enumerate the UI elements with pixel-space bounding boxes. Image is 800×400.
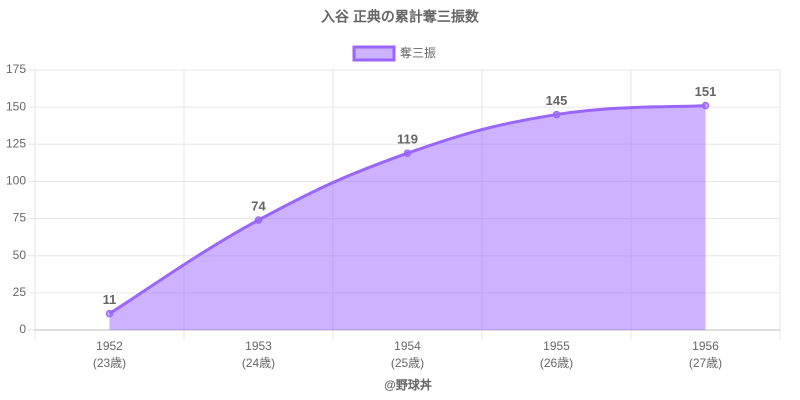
x-axis-label: @野球丼 <box>384 377 432 392</box>
y-tick-label: 100 <box>6 174 26 188</box>
x-tick-sublabel: (23歳) <box>93 356 126 370</box>
data-label: 119 <box>397 132 418 147</box>
y-tick-label: 125 <box>6 136 26 150</box>
x-tick-label: 1956 <box>692 339 719 353</box>
y-tick-label: 50 <box>13 248 27 262</box>
y-tick-label: 150 <box>6 99 26 113</box>
point <box>403 149 412 157</box>
x-tick-label: 1955 <box>543 339 570 353</box>
point <box>254 216 263 224</box>
data-label: 74 <box>251 198 266 213</box>
y-tick-label: 175 <box>6 62 26 76</box>
legend-swatch <box>352 45 396 62</box>
legend-label: 奪三振 <box>400 45 436 60</box>
chart-title: 入谷 正典の累計奪三振数 <box>321 9 480 25</box>
y-tick-label: 0 <box>19 322 26 336</box>
point <box>701 101 710 110</box>
x-tick-sublabel: (27歳) <box>689 356 722 370</box>
x-tick-label: 1952 <box>96 339 123 353</box>
x-tick-label: 1954 <box>394 339 421 353</box>
data-label: 11 <box>103 292 117 307</box>
x-tick-sublabel: (25歳) <box>391 356 424 370</box>
x-tick-label: 1953 <box>245 339 272 353</box>
point <box>105 309 114 318</box>
data-label: 145 <box>546 93 568 108</box>
y-tick-label: 75 <box>13 211 27 225</box>
x-tick-sublabel: (26歳) <box>540 356 573 370</box>
area <box>109 105 706 331</box>
point <box>552 110 561 119</box>
x-tick-sublabel: (24歳) <box>242 356 275 370</box>
y-tick-label: 25 <box>13 285 27 299</box>
data-label: 151 <box>695 84 717 99</box>
